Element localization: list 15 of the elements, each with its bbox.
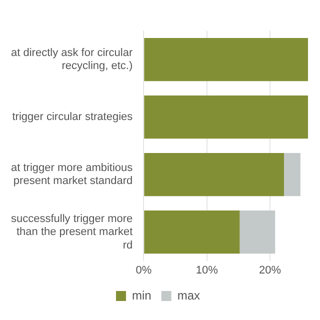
bar (144, 152, 284, 196)
y-tick-label: trigger circular strategies (12, 111, 134, 124)
bar (144, 210, 240, 254)
x-tick-label: 0% (136, 264, 152, 276)
bar (284, 152, 300, 196)
x-tick-label: 20% (259, 264, 282, 276)
legend-label: min (132, 288, 152, 302)
y-tick-label: at directly ask for circular recycling, etc.) (11, 46, 133, 72)
y-tick-label: at trigger more ambitious present market standard (10, 162, 134, 188)
y-tick-label: successfully trigger more than the present market rd (11, 212, 133, 252)
bar (144, 95, 308, 139)
bar (144, 38, 308, 82)
x-tick-label: 10% (196, 264, 218, 276)
legend-label: max (177, 288, 200, 302)
bar (240, 210, 276, 254)
